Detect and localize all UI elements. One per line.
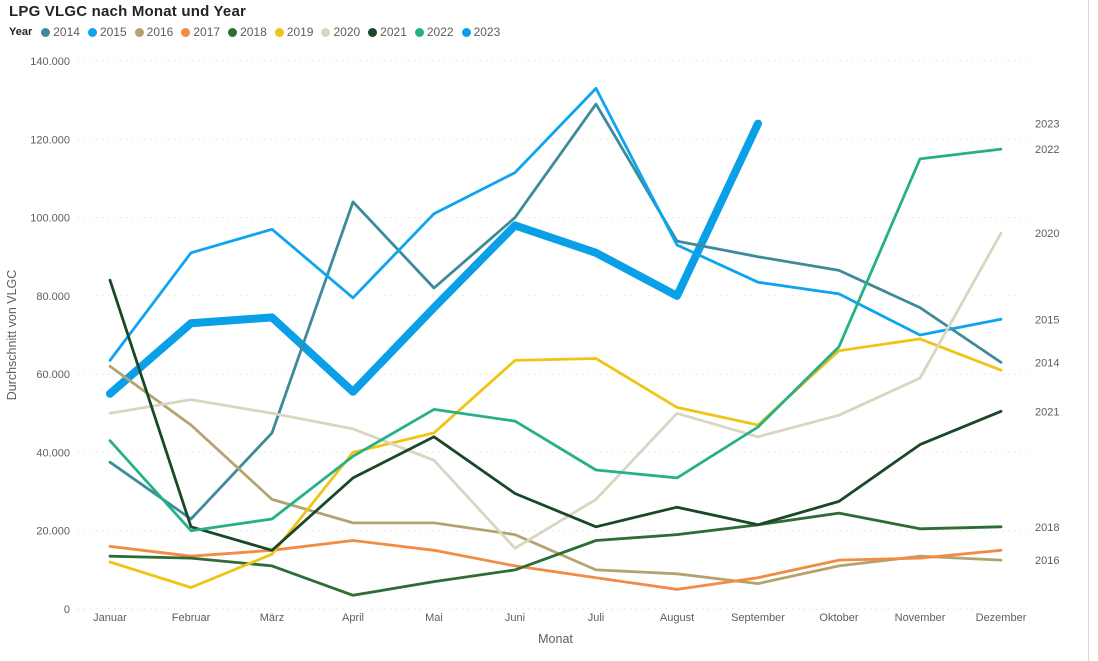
x-axis-tick-label: Januar <box>93 612 127 624</box>
x-axis-title: Monat <box>538 632 573 646</box>
legend-title: Year <box>9 26 33 38</box>
series-end-label-2018: 2018 <box>1035 522 1059 534</box>
x-axis-tick-label: Oktober <box>819 612 858 624</box>
legend-item-2019[interactable]: 2019 <box>274 25 314 39</box>
legend-item-2014[interactable]: 2014 <box>41 25 80 39</box>
x-axis-tick-label: März <box>260 612 284 624</box>
legend-item-2020[interactable]: 2020 <box>321 25 360 39</box>
x-axis-tick-label: August <box>660 612 694 624</box>
legend-swatch-2023 <box>461 27 471 37</box>
legend-swatch-2020 <box>321 27 331 37</box>
legend-item-2022[interactable]: 2022 <box>414 25 454 39</box>
series-line-2018[interactable] <box>108 511 1003 597</box>
series-line-2020[interactable] <box>108 231 1003 550</box>
legend-item-label: 2022 <box>426 25 454 39</box>
y-axis-tick-label: 60.000 <box>36 369 70 381</box>
legend-swatch-2014 <box>41 27 51 37</box>
series-line-2019[interactable] <box>108 337 1003 589</box>
legend-item-2017[interactable]: 2017 <box>181 25 220 39</box>
legend-item-2021[interactable]: 2021 <box>368 25 407 39</box>
series-end-label-2020: 2020 <box>1035 228 1059 240</box>
x-axis-tick-label: Juni <box>505 612 525 624</box>
y-axis-title: Durchschnitt von VLGC <box>5 270 19 401</box>
x-axis-tick-label: Februar <box>172 612 211 624</box>
legend-swatch-2019 <box>274 27 284 37</box>
series-line-2015[interactable] <box>108 87 1003 362</box>
legend-swatch-2016 <box>134 27 144 37</box>
series-line-2023[interactable] <box>106 119 762 398</box>
series-end-label-2014: 2014 <box>1035 357 1059 369</box>
legend-swatch-2021 <box>368 27 378 37</box>
y-axis-tick-label: 0 <box>64 604 70 616</box>
legend-item-label: 2015 <box>99 25 127 39</box>
series-end-label-2023: 2023 <box>1035 119 1059 131</box>
series-end-label-2015: 2015 <box>1035 314 1059 326</box>
series-line-2017[interactable] <box>108 539 1003 591</box>
series-line-2021[interactable] <box>108 278 1003 552</box>
legend-item-2015[interactable]: 2015 <box>87 25 127 39</box>
series-line-2016[interactable] <box>108 364 1003 585</box>
x-axis-tick-label: Mai <box>425 612 443 624</box>
x-axis-tick-label: November <box>895 612 946 624</box>
legend-item-2023[interactable]: 2023 <box>461 25 501 39</box>
visual-right-border <box>1088 0 1089 661</box>
legend-item-label: 2021 <box>380 25 407 39</box>
legend-item-2016[interactable]: 2016 <box>134 25 174 39</box>
y-axis-tick-label: 100.000 <box>30 213 70 225</box>
legend-swatch-2017 <box>181 27 191 37</box>
legend-item-2018[interactable]: 2018 <box>228 25 267 39</box>
x-axis-tick-label: Juli <box>588 612 605 624</box>
series-line-2022[interactable] <box>108 147 1003 533</box>
series-end-label-2021: 2021 <box>1035 406 1059 418</box>
legend: Year 2014 2015 2016 2017 2018 2019 2020 2021 202… <box>9 25 500 39</box>
y-axis-tick-label: 120.000 <box>30 134 70 146</box>
y-axis-tick-label: 80.000 <box>36 291 70 303</box>
legend-item-label: 2016 <box>146 25 174 39</box>
x-axis-tick-label: Dezember <box>976 612 1027 624</box>
y-axis-tick-label: 20.000 <box>36 526 70 538</box>
legend-item-label: 2017 <box>193 25 221 39</box>
chart-title: LPG VLGC nach Monat und Year <box>9 3 247 20</box>
legend-swatch-2018 <box>228 27 238 37</box>
legend-item-label: 2014 <box>53 25 80 39</box>
series-end-label-2016: 2016 <box>1035 555 1059 567</box>
y-axis-tick-label: 140.000 <box>30 56 70 68</box>
x-axis-tick-label: April <box>342 612 364 624</box>
series-line-2014[interactable] <box>108 102 1003 521</box>
legend-swatch-2015 <box>87 27 97 37</box>
y-axis-tick-label: 40.000 <box>36 447 70 459</box>
legend-item-label: 2019 <box>286 25 314 39</box>
legend-swatch-2022 <box>414 27 424 37</box>
x-axis-tick-label: September <box>731 612 785 624</box>
legend-item-label: 2023 <box>473 25 501 39</box>
series-end-label-2022: 2022 <box>1035 144 1059 156</box>
legend-item-label: 2018 <box>240 25 267 39</box>
legend-item-label: 2020 <box>333 25 361 39</box>
